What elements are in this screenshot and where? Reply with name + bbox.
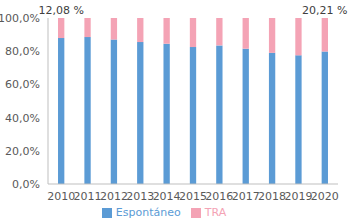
svg-text:2018: 2018	[258, 190, 286, 203]
svg-text:2019: 2019	[284, 190, 312, 203]
svg-text:2014: 2014	[153, 190, 181, 203]
svg-text:20,0%: 20,0%	[8, 145, 40, 158]
svg-text:12,08 %: 12,08 %	[38, 4, 83, 17]
html-text:TRA: TRA	[204, 206, 227, 219]
svg-text:60,0%: 60,0%	[8, 78, 40, 91]
svg-text:0,0%: 0,0%	[12, 178, 40, 191]
svg-text:80,0%: 80,0%	[8, 45, 40, 58]
svg-text:2011: 2011	[74, 190, 102, 203]
svg-text:2015: 2015	[179, 190, 207, 203]
svg-text:2016: 2016	[205, 190, 233, 203]
svg-text:40,0%: 40,0%	[8, 112, 40, 125]
svg-text:2017: 2017	[232, 190, 260, 203]
svg-text:2012: 2012	[100, 190, 128, 203]
svg-text:2013: 2013	[126, 190, 154, 203]
svg-text:2010: 2010	[47, 190, 75, 203]
svg-text:2020: 2020	[311, 190, 339, 203]
svg-text:100,0%: 100,0%	[8, 12, 40, 25]
svg-text:20,21 %: 20,21 %	[302, 4, 347, 17]
html-text:Espontáneo: Espontáneo	[115, 206, 181, 219]
